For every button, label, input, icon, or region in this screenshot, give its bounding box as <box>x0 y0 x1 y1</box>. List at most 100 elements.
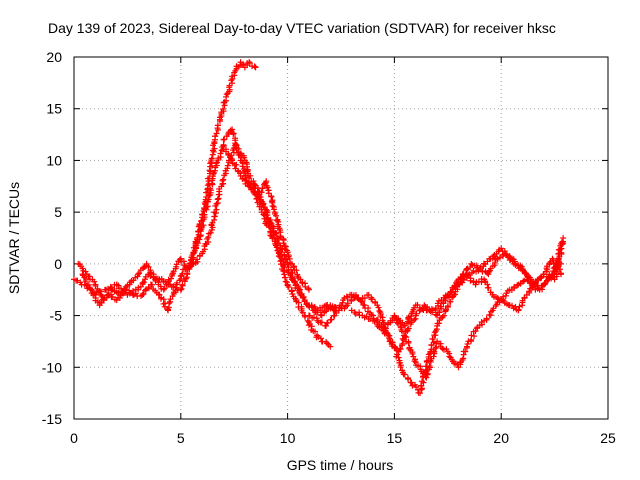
data-point <box>538 274 545 281</box>
data-point <box>309 304 316 311</box>
data-point <box>262 179 269 186</box>
data-point <box>541 280 548 287</box>
data-point <box>145 263 152 270</box>
data-point <box>216 114 223 121</box>
data-point <box>350 292 357 299</box>
data-point <box>140 279 147 286</box>
x-tick-label: 20 <box>493 430 509 446</box>
data-point <box>160 286 167 293</box>
data-point <box>405 339 412 346</box>
data-point <box>223 93 230 100</box>
data-point <box>190 254 197 261</box>
data-point <box>409 382 416 389</box>
data-point <box>312 328 319 335</box>
data-point <box>520 278 527 285</box>
data-point <box>289 275 296 282</box>
data-point <box>416 304 423 311</box>
data-point <box>404 374 411 381</box>
data-point <box>446 353 453 360</box>
data-point <box>302 283 309 290</box>
data-point <box>318 319 325 326</box>
data-point <box>468 332 475 339</box>
data-point <box>515 306 522 313</box>
data-point <box>375 304 382 311</box>
data-point <box>423 374 430 381</box>
data-point <box>274 217 281 224</box>
data-point <box>468 260 475 267</box>
data-point <box>408 317 415 324</box>
data-point <box>173 261 180 268</box>
data-point <box>183 265 190 272</box>
x-tick-labels: 0 5 10 15 20 25 <box>70 430 616 446</box>
data-point <box>315 333 322 340</box>
chart-title: Day 139 of 2023, Sidereal Day-to-day VTE… <box>48 20 556 36</box>
data-point <box>275 236 282 243</box>
data-point <box>323 322 330 329</box>
data-point <box>117 292 124 299</box>
data-point <box>172 284 179 291</box>
data-point <box>477 264 484 271</box>
data-point <box>85 281 92 288</box>
data-point <box>267 232 274 239</box>
data-point <box>485 268 492 275</box>
data-point <box>166 300 173 307</box>
data-point <box>532 279 539 286</box>
data-point <box>555 255 562 262</box>
data-point <box>397 364 404 371</box>
data-point <box>285 284 292 291</box>
data-point <box>361 295 368 302</box>
data-point <box>103 294 110 301</box>
data-point <box>305 286 312 293</box>
data-point <box>230 131 237 138</box>
data-point <box>284 249 291 256</box>
data-point <box>503 251 510 258</box>
data-point <box>405 325 412 332</box>
data-point <box>161 285 168 292</box>
data-point <box>148 281 155 288</box>
data-point <box>483 315 490 322</box>
data-point <box>317 311 324 318</box>
data-point <box>343 293 350 300</box>
data-point <box>259 200 266 207</box>
data-point <box>344 300 351 307</box>
data-point <box>95 287 102 294</box>
data-point <box>191 248 198 255</box>
data-point <box>200 222 207 229</box>
y-tick-labels: 20 15 10 5 0 -5 -10 -15 <box>42 49 62 427</box>
data-point <box>429 309 436 316</box>
data-point <box>251 182 258 189</box>
data-point <box>277 242 284 249</box>
data-points <box>71 59 567 397</box>
data-point <box>251 63 258 70</box>
data-point <box>485 284 492 291</box>
data-point <box>217 150 224 157</box>
data-point <box>514 282 521 289</box>
data-point <box>273 212 280 219</box>
data-point <box>438 303 445 310</box>
data-point <box>242 173 249 180</box>
data-point <box>279 246 286 253</box>
data-point <box>135 271 142 278</box>
data-point <box>210 148 217 155</box>
data-point <box>376 324 383 331</box>
data-point <box>301 297 308 304</box>
data-point <box>244 179 251 186</box>
data-point <box>559 241 566 248</box>
data-point <box>139 279 146 286</box>
x-tick-label: 10 <box>280 430 296 446</box>
data-point <box>418 382 425 389</box>
data-point <box>246 59 253 66</box>
data-point <box>430 353 437 360</box>
data-point <box>266 224 273 231</box>
data-point <box>401 371 408 378</box>
data-point <box>399 340 406 347</box>
data-point <box>139 291 146 298</box>
data-point <box>246 183 253 190</box>
data-point <box>397 346 404 353</box>
data-point <box>302 313 309 320</box>
data-point <box>490 253 497 260</box>
data-point <box>558 245 565 252</box>
data-point <box>255 188 262 195</box>
data-point <box>402 333 409 340</box>
data-point <box>429 336 436 343</box>
